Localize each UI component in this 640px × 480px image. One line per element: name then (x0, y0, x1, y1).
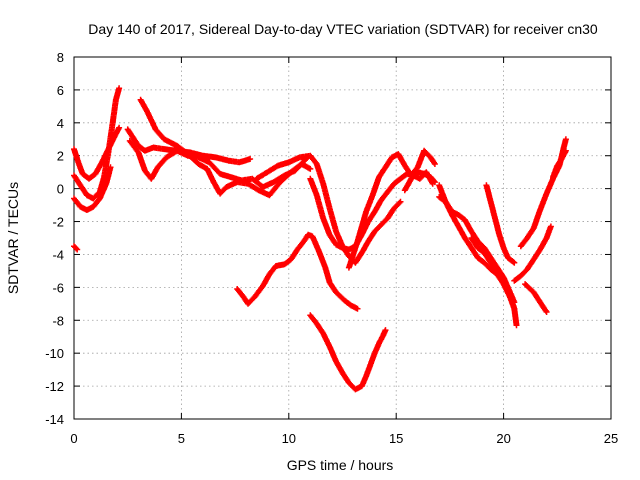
x-tick-label: 10 (282, 431, 296, 446)
y-tick-label: -14 (45, 412, 64, 427)
y-tick-label: -8 (52, 313, 64, 328)
y-tick-label: -4 (52, 247, 64, 262)
series-group (436, 182, 518, 306)
series-markers (124, 126, 254, 166)
series-markers (71, 243, 81, 253)
series-group (71, 164, 114, 213)
series-markers (550, 147, 569, 181)
series-markers (522, 281, 550, 315)
series-group (126, 137, 309, 190)
x-tick-label: 5 (178, 431, 185, 446)
y-tick-label: 4 (57, 116, 64, 131)
series-markers (483, 182, 518, 266)
y-tick-label: 0 (57, 182, 64, 197)
series-markers (71, 85, 123, 202)
series-markers (511, 223, 554, 284)
y-tick-label: -10 (45, 346, 64, 361)
series-markers (345, 147, 438, 271)
series-markers (436, 182, 518, 306)
y-tick-label: -2 (52, 215, 64, 230)
series-markers (126, 137, 309, 190)
series-group (517, 136, 569, 250)
y-tick-label: -6 (52, 280, 64, 295)
series-markers (234, 231, 361, 312)
x-tick-label: 20 (496, 431, 510, 446)
series-group (507, 292, 520, 329)
series-group (511, 223, 554, 284)
series-markers (71, 124, 123, 182)
series-markers (401, 169, 438, 194)
series-group (71, 124, 123, 182)
y-tick-label: 6 (57, 83, 64, 98)
x-axis-label: GPS time / hours (287, 457, 394, 473)
series-markers (468, 235, 507, 284)
y-tick-label: -12 (45, 379, 64, 394)
y-tick-label: 8 (57, 50, 64, 65)
series-group (71, 85, 123, 202)
series-group (307, 312, 389, 393)
series-group (522, 281, 550, 315)
data-markers (71, 85, 569, 393)
x-tick-label: 25 (604, 431, 618, 446)
series-group (401, 169, 438, 194)
series-group (345, 147, 438, 271)
x-tick-label: 0 (70, 431, 77, 446)
grid-lines (74, 57, 611, 419)
series-group (468, 235, 507, 284)
series-markers (517, 136, 569, 250)
series-markers (71, 164, 114, 213)
series-group (550, 147, 569, 181)
series-markers (307, 312, 389, 393)
plot-frame (73, 56, 612, 420)
chart-title: Day 140 of 2017, Sidereal Day-to-day VTE… (88, 21, 598, 37)
series-group (71, 243, 81, 253)
series-group (124, 126, 254, 166)
series-group (483, 182, 518, 266)
x-tick-label: 15 (389, 431, 403, 446)
series-markers (507, 292, 520, 329)
series-group (234, 231, 361, 312)
y-axis-label: SDTVAR / TECUs (5, 182, 21, 294)
y-tick-label: 2 (57, 149, 64, 164)
